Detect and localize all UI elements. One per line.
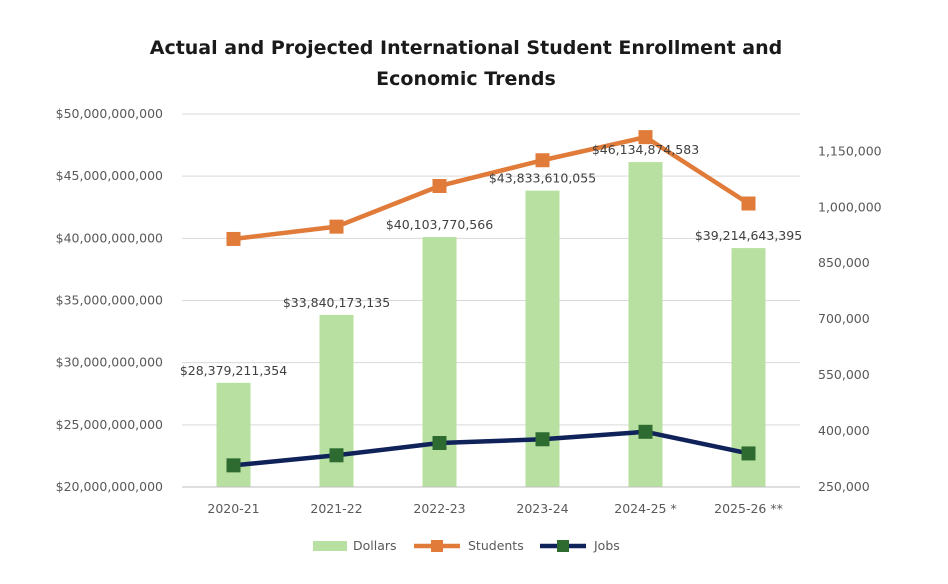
right-axis-tick-label: 850,000 bbox=[818, 255, 870, 270]
left-axis-tick-label: $30,000,000,000 bbox=[56, 355, 163, 370]
x-axis-tick-label: 2024-25 * bbox=[614, 501, 676, 516]
right-axis-tick-label: 1,150,000 bbox=[818, 143, 882, 158]
students-marker bbox=[433, 179, 447, 193]
jobs-marker bbox=[742, 446, 756, 460]
legend-swatch bbox=[313, 541, 347, 551]
legend-item-students: Students bbox=[414, 538, 524, 553]
right-axis-tick-label: 700,000 bbox=[818, 311, 870, 326]
right-axis-tick-label: 550,000 bbox=[818, 367, 870, 382]
x-axis-tick-label: 2020-21 bbox=[207, 501, 259, 516]
legend: Dollars Students Jobs bbox=[313, 538, 620, 553]
right-axis-tick-label: 1,000,000 bbox=[818, 199, 882, 214]
x-axis-tick-label: 2021-22 bbox=[310, 501, 362, 516]
chart-title-line-1: Actual and Projected International Stude… bbox=[150, 37, 783, 59]
legend-item-dollars: Dollars bbox=[313, 538, 397, 553]
students-marker bbox=[330, 220, 344, 234]
students-marker bbox=[227, 232, 241, 246]
legend-item-jobs: Jobs bbox=[540, 538, 620, 553]
jobs-marker bbox=[227, 458, 241, 472]
left-axis-tick-label: $25,000,000,000 bbox=[56, 417, 163, 432]
left-axis-tick-label: $20,000,000,000 bbox=[56, 479, 163, 494]
legend-label: Jobs bbox=[593, 538, 620, 553]
x-axis-tick-label: 2025-26 ** bbox=[714, 501, 783, 516]
left-axis-tick-label: $45,000,000,000 bbox=[56, 168, 163, 183]
x-axis-tick-label: 2022-23 bbox=[413, 501, 465, 516]
x-axis: 2020-21 2021-22 2022-23 2023-24 2024-25 * 202… bbox=[182, 487, 800, 516]
students-marker bbox=[742, 197, 756, 211]
bar-data-label: $43,833,610,055 bbox=[489, 171, 596, 186]
legend-label: Students bbox=[468, 538, 524, 553]
jobs-line bbox=[234, 432, 749, 466]
bar-data-label: $46,134,874,583 bbox=[592, 142, 699, 157]
left-axis: $20,000,000,000 $25,000,000,000 $30,000,00… bbox=[56, 106, 163, 494]
jobs-marker bbox=[639, 425, 653, 439]
right-axis-tick-label: 250,000 bbox=[818, 479, 870, 494]
right-axis-tick-label: 400,000 bbox=[818, 423, 870, 438]
x-axis-tick-label: 2023-24 bbox=[516, 501, 568, 516]
jobs-marker bbox=[433, 436, 447, 450]
chart-title-line-2: Economic Trends bbox=[376, 68, 556, 90]
bar-data-label: $39,214,643,395 bbox=[695, 228, 802, 243]
legend-label: Dollars bbox=[353, 538, 397, 553]
bar-data-label: $40,103,770,566 bbox=[386, 217, 493, 232]
bar-data-label: $28,379,211,354 bbox=[180, 363, 287, 378]
jobs-marker bbox=[330, 448, 344, 462]
chart-title: Actual and Projected International Stude… bbox=[150, 37, 783, 90]
right-axis: 250,000 400,000 550,000 700,000 850,000 1,000… bbox=[818, 143, 882, 494]
legend-marker-swatch bbox=[557, 540, 569, 552]
left-axis-tick-label: $35,000,000,000 bbox=[56, 293, 163, 308]
students-marker bbox=[536, 153, 550, 167]
legend-marker-swatch bbox=[431, 540, 443, 552]
jobs-marker bbox=[536, 432, 550, 446]
left-axis-tick-label: $40,000,000,000 bbox=[56, 230, 163, 245]
left-axis-tick-label: $50,000,000,000 bbox=[56, 106, 163, 121]
bar-data-label: $33,840,173,135 bbox=[283, 295, 390, 310]
